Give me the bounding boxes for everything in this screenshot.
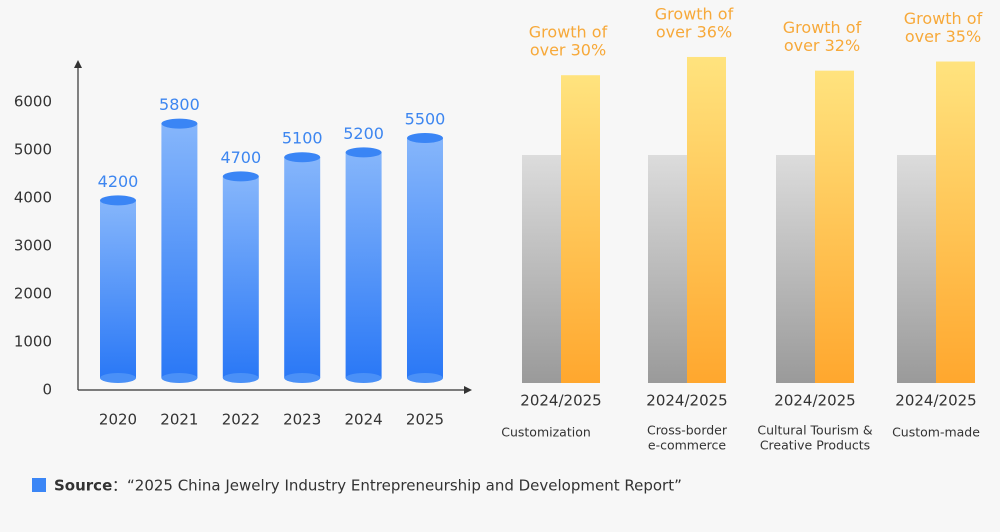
growth-annotation: over 30% [530,41,606,60]
growth-annotation: Growth of [904,9,983,28]
group-label: 2024/2025 [774,392,855,410]
bar [936,61,975,384]
bar [222,176,259,378]
y-tick-label: 2000 [14,285,52,303]
y-tick-label: 0 [42,381,52,399]
x-tick-label: 2024 [345,411,383,429]
group-label: 2024/2025 [895,392,976,410]
bar [345,152,382,378]
growth-annotation: Growth of [529,23,608,42]
bar-top [284,152,321,163]
x-tick-label: 2022 [222,411,260,429]
source-label: Source [54,477,112,495]
category-label: Creative Products [760,438,870,453]
category-label: Customization [501,425,591,440]
bar [407,138,443,378]
bar-top [345,147,382,158]
y-tick-label: 6000 [14,93,52,111]
bar [897,155,936,383]
bar-bottom [161,373,198,383]
x-tick-label: 2020 [99,411,137,429]
bar [815,70,854,383]
bar [648,155,687,383]
y-tick-label: 5000 [14,141,52,159]
bar [687,56,726,384]
growth-annotation: over 32% [784,36,860,55]
y-tick-label: 4000 [14,189,52,207]
bar [522,155,561,383]
bar [284,157,321,378]
value-label: 5200 [343,124,384,143]
value-label: 5800 [159,95,200,114]
bar [161,123,198,378]
value-label: 4700 [220,148,261,167]
bar-bottom [345,373,382,383]
bar-bottom [222,373,259,383]
bar-top [100,195,136,206]
bar [100,200,136,378]
category-label: Cultural Tourism & [757,423,873,438]
value-label: 5100 [282,129,323,148]
growth-annotation: Growth of [783,18,862,37]
category-label: Custom-made [892,425,980,440]
x-tick-label: 2025 [406,411,444,429]
x-tick-label: 2021 [160,411,198,429]
growth-annotation: over 36% [656,22,732,41]
group-label: 2024/2025 [646,392,727,410]
growth-annotation: over 35% [905,27,981,46]
x-tick-label: 2023 [283,411,321,429]
bar-bottom [284,373,321,383]
value-label: 5500 [405,110,446,129]
x-axis-arrow [464,386,472,394]
bar-bottom [100,373,136,383]
bar [561,75,600,383]
y-tick-label: 1000 [14,333,52,351]
bar-top [161,118,198,129]
group-label: 2024/2025 [520,392,601,410]
y-tick-label: 3000 [14,237,52,255]
y-axis-arrow [74,60,82,68]
bar-top [222,171,259,182]
bar [776,155,815,383]
category-label: e-commerce [648,438,727,453]
value-label: 4200 [98,172,139,191]
bar-bottom [407,373,443,383]
source-icon [32,478,46,492]
category-label: Cross-border [647,423,728,438]
growth-annotation: Growth of [655,4,734,23]
bar-top [407,133,443,143]
source-text: ：“2025 China Jewelry Industry Entreprene… [112,477,682,495]
